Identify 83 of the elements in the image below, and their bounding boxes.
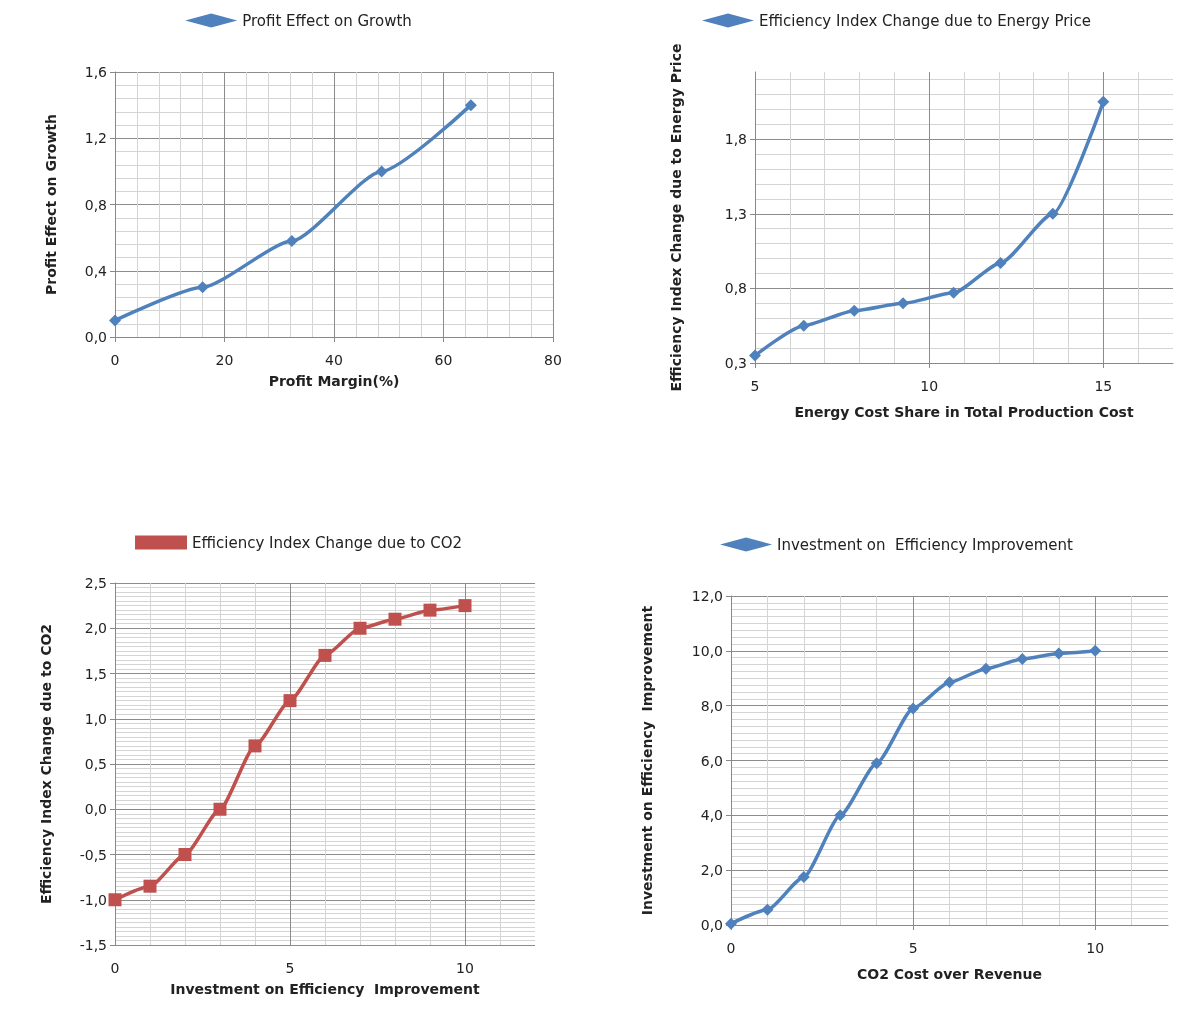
point — [178, 848, 192, 861]
x-axis-title: Energy Cost Share in Total Production Cost — [794, 404, 1134, 420]
x-tick-label: 60 — [434, 352, 453, 368]
y-axis-title: Investment on Efficiency Improvement — [639, 605, 655, 916]
point — [285, 234, 298, 247]
x-tick-label: 5 — [285, 960, 295, 976]
point — [196, 281, 209, 294]
y-tick-label: 1,6 — [84, 64, 108, 80]
y-tick-label: 0,0 — [84, 801, 107, 818]
point — [979, 662, 992, 675]
x-tick-label: 10 — [1086, 940, 1105, 956]
x-axis-title: Investment on Efficiency Improvement — [170, 980, 481, 997]
y-tick-label: 8,0 — [700, 697, 723, 714]
point — [1016, 653, 1029, 666]
y-tick-label: 0,8 — [84, 196, 107, 213]
x-tick-label: 0 — [110, 352, 120, 368]
y-tick-label: 0,0 — [700, 917, 723, 933]
point — [797, 319, 810, 332]
point — [1089, 644, 1102, 657]
y-tick-label: 0,5 — [84, 756, 107, 772]
y-tick-label: 2,5 — [84, 575, 107, 591]
point — [797, 871, 810, 884]
point — [109, 314, 121, 327]
point — [318, 648, 332, 662]
point — [248, 739, 262, 753]
point — [353, 621, 367, 635]
x-axis-title: CO2 Cost over Revenue — [857, 966, 1042, 982]
y-tick-label: 6,0 — [700, 752, 723, 769]
legend-label: Investment on Efficiency Improvement — [777, 535, 1074, 554]
y-tick-label: 0,8 — [724, 280, 747, 297]
y-axis-title: Efficiency Index Change due to Energy Price — [668, 43, 684, 392]
y-tick-label: -0,5 — [79, 846, 107, 863]
x-tick-label: 10 — [456, 960, 474, 976]
y-tick-label: -1,0 — [79, 891, 107, 908]
point — [1046, 207, 1059, 220]
point — [1097, 95, 1110, 108]
x-tick-label: 0 — [110, 960, 120, 976]
point — [749, 349, 761, 362]
point — [283, 694, 297, 708]
point — [761, 903, 774, 916]
point — [458, 599, 472, 613]
y-tick-label: 12,0 — [691, 588, 723, 604]
y-tick-label: 1,2 — [84, 130, 107, 147]
point — [725, 917, 737, 930]
point — [375, 165, 388, 178]
point — [834, 809, 847, 822]
y-tick-label: 2,0 — [84, 620, 107, 637]
legend-label: Efficiency Index Change due to Energy Price — [759, 11, 1092, 30]
x-tick-label: 5 — [750, 378, 760, 394]
legend-label: Profit Effect on Growth — [242, 11, 412, 30]
point — [947, 286, 960, 299]
y-tick-label: 0,3 — [724, 355, 747, 371]
point — [994, 257, 1007, 270]
x-tick-label: 5 — [908, 940, 918, 956]
point — [213, 802, 227, 816]
x-axis-title: Profit Margin(%) — [268, 373, 400, 389]
x-tick-label: 40 — [325, 352, 343, 368]
y-tick-label: 1,3 — [724, 205, 747, 222]
point — [423, 603, 437, 617]
point — [464, 99, 477, 112]
y-tick-label: -1,5 — [79, 937, 107, 953]
y-tick-label: 2,0 — [700, 862, 723, 879]
point — [388, 612, 402, 626]
y-tick-label: 0,0 — [84, 329, 107, 345]
y-tick-label: 10,0 — [691, 642, 723, 659]
y-axis-title: Profit Effect on Growth — [43, 113, 59, 296]
point — [108, 893, 122, 907]
y-axis-title: Efficiency Index Change due to CO2 — [38, 623, 54, 905]
point — [870, 757, 883, 770]
y-tick-label: 1,0 — [84, 710, 107, 727]
y-tick-label: 1,5 — [84, 665, 107, 682]
point — [907, 702, 920, 715]
x-tick-label: 15 — [1094, 378, 1113, 394]
x-tick-label: 10 — [920, 378, 939, 394]
legend-label: Efficiency Index Change due to CO2 — [192, 533, 462, 552]
y-tick-label: 4,0 — [700, 807, 723, 824]
y-tick-label: 0,4 — [84, 262, 108, 279]
x-tick-label: 20 — [215, 352, 234, 368]
point — [943, 676, 956, 689]
point — [143, 879, 157, 893]
y-tick-label: 1,8 — [724, 131, 747, 148]
x-tick-label: 0 — [726, 940, 736, 956]
x-tick-label: 80 — [544, 352, 562, 368]
